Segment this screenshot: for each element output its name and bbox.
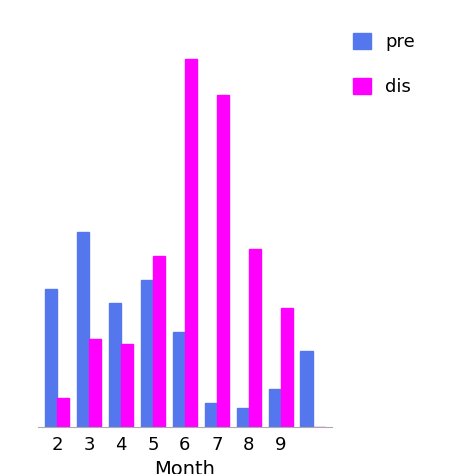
Bar	[217, 95, 229, 427]
Bar	[153, 256, 165, 427]
X-axis label: Month: Month	[155, 460, 215, 474]
Bar	[77, 232, 89, 427]
Bar	[185, 59, 197, 427]
Bar	[301, 351, 313, 427]
Bar	[109, 303, 121, 427]
Bar	[141, 280, 153, 427]
Bar	[249, 249, 261, 427]
Bar	[173, 332, 185, 427]
Bar	[45, 289, 57, 427]
Bar	[89, 339, 101, 427]
Bar	[121, 344, 133, 427]
Bar	[281, 308, 293, 427]
Bar	[57, 398, 69, 427]
Bar	[237, 408, 249, 427]
Legend: pre, dis: pre, dis	[353, 33, 415, 96]
Bar	[269, 389, 281, 427]
Bar	[205, 403, 217, 427]
